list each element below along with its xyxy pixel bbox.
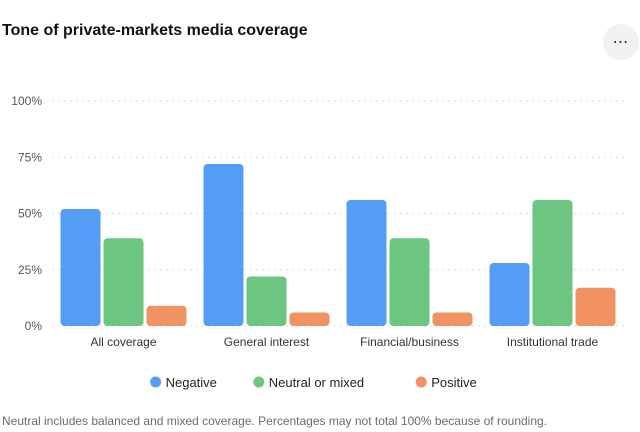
bar-negative [60, 209, 101, 326]
bar-positive [146, 305, 187, 326]
bar-negative [346, 200, 387, 326]
bar-positive [432, 312, 473, 326]
x-tick-label: Financial/business [360, 335, 459, 349]
y-tick-label: 0% [25, 319, 43, 333]
y-tick-label: 50% [18, 207, 42, 221]
bar-neutral-or-mixed [389, 238, 430, 326]
x-tick-label: All coverage [90, 335, 156, 349]
bar-positive [575, 287, 616, 326]
y-tick-label: 100% [11, 94, 42, 108]
bar-neutral-or-mixed [532, 200, 573, 326]
legend-marker [150, 376, 162, 388]
bar-chart: 0% 25% 50% 75% 100% All coverage General inter… [11, 94, 624, 390]
chart-footnote: Neutral includes balanced and mixed cove… [2, 414, 548, 428]
legend-marker [253, 376, 265, 388]
bar-neutral-or-mixed [246, 276, 287, 326]
bar-negative [489, 263, 530, 326]
bar-negative [203, 164, 244, 326]
more-options-button[interactable]: ⋯ [603, 24, 639, 60]
y-tick-label: 75% [18, 150, 42, 164]
x-tick-label: Institutional trade [507, 335, 599, 349]
legend-label: Neutral or mixed [269, 375, 364, 390]
x-tick-label: General interest [224, 335, 310, 349]
more-horizontal-icon: ⋯ [612, 34, 630, 51]
chart-title: Tone of private-markets media coverage [2, 22, 308, 39]
legend-label: Negative [166, 375, 217, 390]
bar-neutral-or-mixed [103, 238, 144, 326]
y-tick-label: 25% [18, 263, 42, 277]
bar-positive [289, 312, 330, 326]
legend-marker [415, 376, 427, 388]
legend-label: Positive [431, 375, 477, 390]
